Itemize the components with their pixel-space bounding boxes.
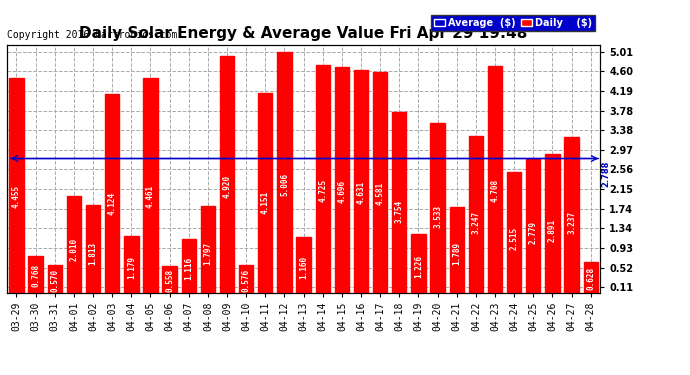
Text: 3.754: 3.754 <box>395 200 404 223</box>
Bar <box>450 207 464 292</box>
Text: 1.797: 1.797 <box>204 242 213 265</box>
Bar <box>469 136 483 292</box>
Text: 0.576: 0.576 <box>241 268 250 292</box>
Bar <box>144 78 157 292</box>
Text: 1.226: 1.226 <box>414 254 423 278</box>
Bar <box>545 154 560 292</box>
Text: 1.789: 1.789 <box>452 242 461 266</box>
Bar <box>86 206 100 292</box>
Text: 4.455: 4.455 <box>12 184 21 208</box>
Bar <box>564 137 579 292</box>
Text: 5.006: 5.006 <box>280 172 289 196</box>
Bar <box>392 112 406 292</box>
Bar <box>277 52 292 292</box>
Text: 1.179: 1.179 <box>127 255 136 279</box>
Bar <box>181 239 196 292</box>
Bar <box>354 70 368 292</box>
Text: 2.788: 2.788 <box>601 161 610 187</box>
Bar <box>411 234 426 292</box>
Text: 2.891: 2.891 <box>548 218 557 242</box>
Bar <box>48 265 62 292</box>
Text: 3.247: 3.247 <box>471 211 480 234</box>
Bar <box>124 236 139 292</box>
Text: 3.237: 3.237 <box>567 211 576 234</box>
Bar <box>315 65 330 292</box>
Legend: Average  ($), Daily    ($): Average ($), Daily ($) <box>431 15 595 31</box>
Text: 4.696: 4.696 <box>337 179 346 203</box>
Text: 4.631: 4.631 <box>357 181 366 204</box>
Text: 4.124: 4.124 <box>108 192 117 215</box>
Text: 0.558: 0.558 <box>165 269 174 292</box>
Text: 0.768: 0.768 <box>31 264 40 288</box>
Bar <box>28 256 43 292</box>
Text: 4.151: 4.151 <box>261 191 270 214</box>
Bar <box>220 56 234 292</box>
Bar <box>584 262 598 292</box>
Bar <box>162 266 177 292</box>
Bar <box>507 172 522 292</box>
Bar <box>105 94 119 292</box>
Text: 1.160: 1.160 <box>299 256 308 279</box>
Bar <box>201 206 215 292</box>
Bar <box>488 66 502 292</box>
Text: 4.581: 4.581 <box>375 182 384 205</box>
Bar <box>297 237 310 292</box>
Text: 4.920: 4.920 <box>223 174 232 198</box>
Text: 4.708: 4.708 <box>491 179 500 202</box>
Bar <box>335 67 349 292</box>
Bar <box>431 123 445 292</box>
Text: 1.813: 1.813 <box>88 242 97 265</box>
Text: 2.010: 2.010 <box>70 237 79 261</box>
Bar <box>526 159 540 292</box>
Text: 4.461: 4.461 <box>146 184 155 208</box>
Text: 4.725: 4.725 <box>318 179 327 202</box>
Text: 0.628: 0.628 <box>586 267 595 291</box>
Bar <box>67 196 81 292</box>
Bar <box>239 265 253 292</box>
Text: 2.779: 2.779 <box>529 221 538 244</box>
Text: Copyright 2016 Cartronics.com: Copyright 2016 Cartronics.com <box>7 30 177 40</box>
Bar <box>373 72 387 292</box>
Title: Daily Solar Energy & Average Value Fri Apr 29 19:48: Daily Solar Energy & Average Value Fri A… <box>79 26 528 41</box>
Text: 1.116: 1.116 <box>184 257 193 280</box>
Text: 0.570: 0.570 <box>50 268 59 292</box>
Bar <box>258 93 273 292</box>
Text: 2.515: 2.515 <box>510 226 519 250</box>
Bar <box>9 78 23 292</box>
Text: 3.533: 3.533 <box>433 204 442 228</box>
